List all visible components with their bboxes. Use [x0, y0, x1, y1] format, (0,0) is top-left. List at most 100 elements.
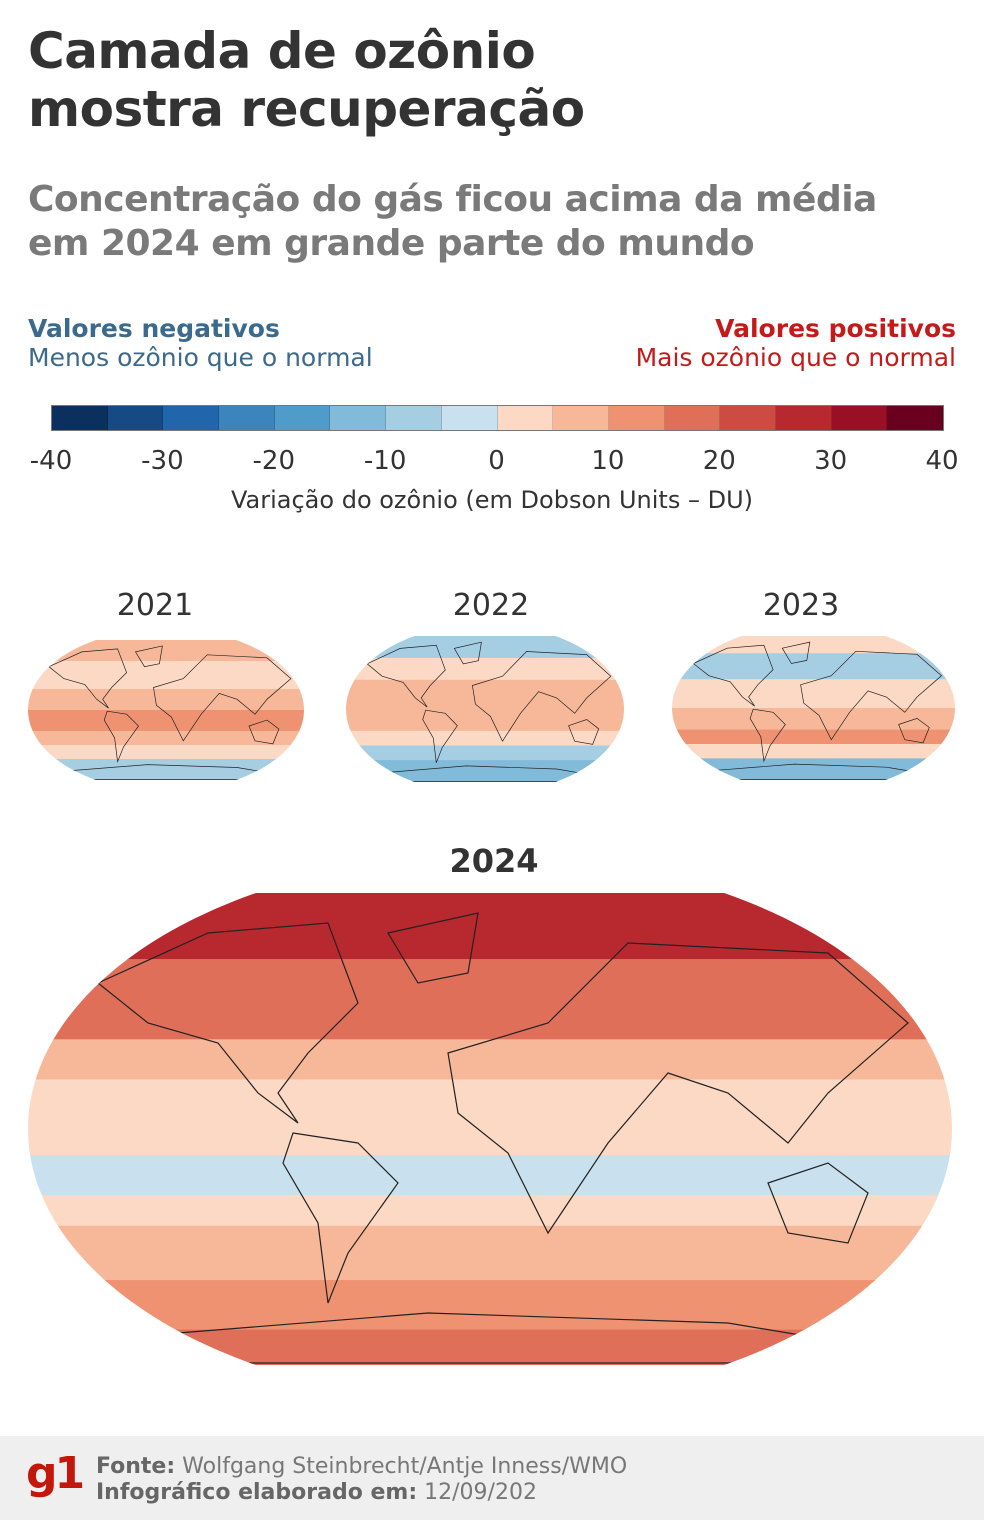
source-label: Fonte:: [96, 1454, 176, 1479]
colorbar-bin: [720, 406, 776, 430]
anomaly-band: [346, 636, 624, 659]
colorbar-bin: [887, 406, 943, 430]
coastline: [767, 1162, 869, 1244]
colorbar-tick: -20: [252, 446, 295, 476]
colorbar: [51, 405, 944, 431]
map-2022: [346, 636, 624, 782]
colorbar-bin: [219, 406, 275, 430]
colorbar-bin: [608, 406, 665, 430]
anomaly-band: [28, 1154, 952, 1197]
colorbar-bin: [330, 406, 387, 430]
legend-negative-text: Menos ozônio que o normal: [28, 343, 373, 372]
anomaly-band: [28, 745, 304, 760]
coastline: [282, 1132, 399, 1304]
anomaly-band: [28, 759, 304, 780]
legend-positive: Valores positivos Mais ozônio que o norma…: [636, 314, 956, 372]
colorbar-bin: [107, 406, 164, 430]
anomaly-band: [28, 689, 304, 711]
coastline: [472, 651, 612, 742]
anomaly-band: [672, 744, 955, 760]
anomaly-band: [346, 745, 624, 762]
map-year-2024: 2024: [449, 842, 539, 880]
colorbar-tick: 20: [702, 446, 736, 476]
anomaly-band: [672, 758, 955, 780]
anomaly-band: [672, 653, 955, 681]
page-title: Camada de ozônio mostra recuperação: [28, 22, 585, 138]
date-label: Infográfico elaborado em:: [96, 1480, 418, 1505]
title-line-2: mostra recuperação: [28, 80, 585, 138]
coastline: [366, 644, 446, 708]
colorbar-bin: [497, 406, 554, 430]
map-2023: [672, 636, 955, 780]
coastline: [447, 942, 909, 1235]
anomaly-band: [346, 760, 624, 782]
coastline: [453, 641, 482, 665]
colorbar-tick: 30: [814, 446, 848, 476]
colorbar-bin: [163, 406, 220, 430]
anomaly-band: [28, 1039, 952, 1081]
map-2021: [28, 640, 304, 780]
anomaly-band: [672, 729, 955, 745]
anomaly-band: [28, 893, 952, 961]
coastline: [568, 719, 600, 745]
source-text: Wolfgang Steinbrecht/Antje Inness/WMO: [182, 1454, 628, 1479]
colorbar-label: Variação do ozônio (em Dobson Units – DU…: [230, 486, 753, 514]
anomaly-band: [672, 636, 955, 655]
title-line-1: Camada de ozônio: [28, 22, 536, 80]
colorbar-bin: [274, 406, 331, 430]
anomaly-band: [28, 959, 952, 1041]
anomaly-band: [28, 1225, 952, 1282]
coastline: [387, 912, 479, 984]
anomaly-band: [346, 679, 624, 703]
coastline: [781, 641, 811, 664]
coastline: [134, 645, 163, 668]
map-year-2021: 2021: [116, 588, 194, 623]
legend-negative: Valores negativos Menos ozônio que o norm…: [28, 314, 373, 372]
coastline: [800, 650, 943, 741]
subtitle-line-1: Concentração do gás ficou acima da média: [28, 179, 877, 220]
coastline: [422, 709, 458, 763]
colorbar-tick: 40: [925, 446, 959, 476]
colorbar-bin: [831, 406, 888, 430]
anomaly-band: [28, 1280, 952, 1331]
anomaly-band: [28, 731, 304, 746]
anomaly-band: [28, 661, 304, 690]
anomaly-band: [28, 1079, 952, 1156]
legend-negative-heading: Valores negativos: [28, 314, 280, 343]
coastline: [692, 644, 774, 707]
coastline: [898, 718, 930, 744]
map-year-2023: 2023: [762, 588, 840, 623]
colorbar-tick: 0: [488, 446, 505, 476]
anomaly-band: [346, 730, 624, 747]
colorbar-tick: 10: [591, 446, 625, 476]
colorbar-tick: -10: [363, 446, 407, 476]
anomaly-band: [28, 710, 304, 732]
anomaly-band: [346, 657, 624, 681]
anomaly-band: [672, 679, 955, 709]
subtitle: Concentração do gás ficou acima da média…: [28, 178, 877, 266]
anomaly-band: [346, 701, 624, 732]
colorbar-bin: [775, 406, 832, 430]
legend-positive-text: Mais ozônio que o normal: [635, 343, 956, 372]
colorbar-bin: [386, 406, 442, 430]
coastline: [96, 922, 359, 1124]
map-2024: [28, 893, 952, 1365]
anomaly-band: [28, 640, 304, 662]
legend-positive-heading: Valores positivos: [715, 314, 956, 343]
colorbar-tick: -40: [29, 446, 73, 476]
coastline: [103, 710, 139, 763]
anomaly-band: [672, 708, 955, 731]
colorbar-bin: [52, 406, 108, 430]
coastline: [749, 708, 786, 763]
footer: [0, 1436, 984, 1520]
colorbar-bin: [441, 406, 498, 430]
subtitle-line-2: em 2024 em grande parte do mundo: [28, 223, 755, 264]
anomaly-band: [28, 1329, 952, 1365]
date-text: 12/09/202: [424, 1480, 537, 1505]
map-year-2022: 2022: [452, 588, 530, 623]
colorbar-bin: [664, 406, 721, 430]
g1-logo: g1: [26, 1448, 85, 1499]
anomaly-band: [28, 1195, 952, 1227]
colorbar-bin: [553, 406, 609, 430]
